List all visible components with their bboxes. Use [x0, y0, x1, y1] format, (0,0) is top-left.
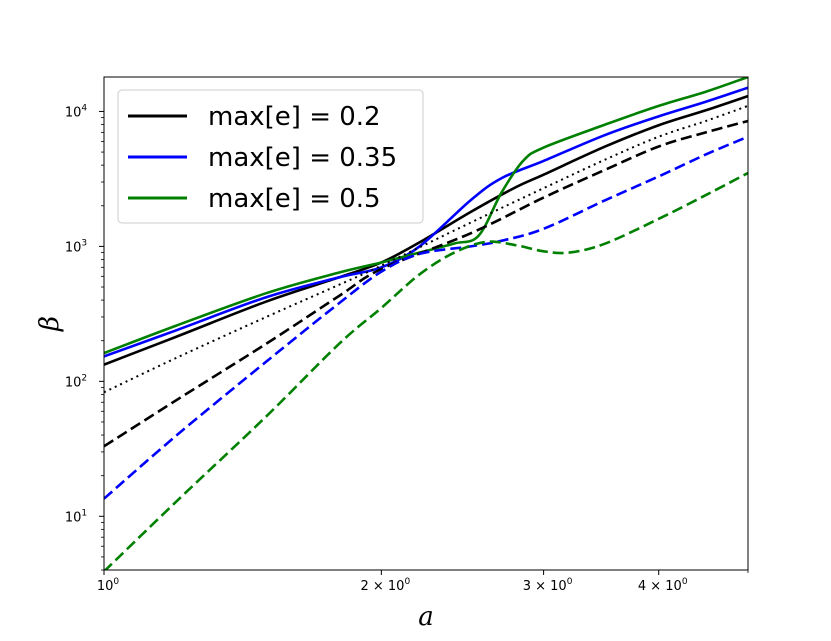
x-tick-label-1: 100	[97, 577, 120, 594]
y-tick-label-4: 104	[65, 103, 88, 120]
x-tick-label-3: 3 × 100	[523, 577, 573, 594]
series-line-2	[104, 86, 748, 358]
series-line-1	[104, 94, 748, 366]
x-tick-label-2: 2 × 100	[360, 577, 410, 594]
ticks-layer: 100 2 × 100 3 × 100 4 × 100 101 102 103 104	[65, 103, 749, 594]
y-tick-label-3: 103	[65, 238, 87, 255]
y-tick-label-2: 102	[65, 373, 87, 390]
x-axis-label: a	[418, 602, 434, 632]
series-line-5	[104, 119, 748, 448]
legend-label-3: max[e] = 0.5	[208, 184, 381, 214]
legend-label-2: max[e] = 0.35	[208, 143, 397, 173]
series-line-6	[104, 135, 748, 500]
legend-box	[117, 89, 424, 224]
y-tick-label-1: 101	[65, 508, 87, 525]
series-line-3	[104, 77, 748, 355]
legend-label-1: max[e] = 0.2	[208, 102, 381, 132]
plot-frame	[103, 76, 749, 571]
x-tick-label-4: 4 × 100	[638, 577, 688, 594]
y-axis-label: β	[35, 316, 65, 332]
legend: max[e] = 0.2 max[e] = 0.35 max[e] = 0.5	[117, 89, 424, 224]
series-layer	[104, 77, 748, 570]
series-line-7	[104, 171, 748, 570]
